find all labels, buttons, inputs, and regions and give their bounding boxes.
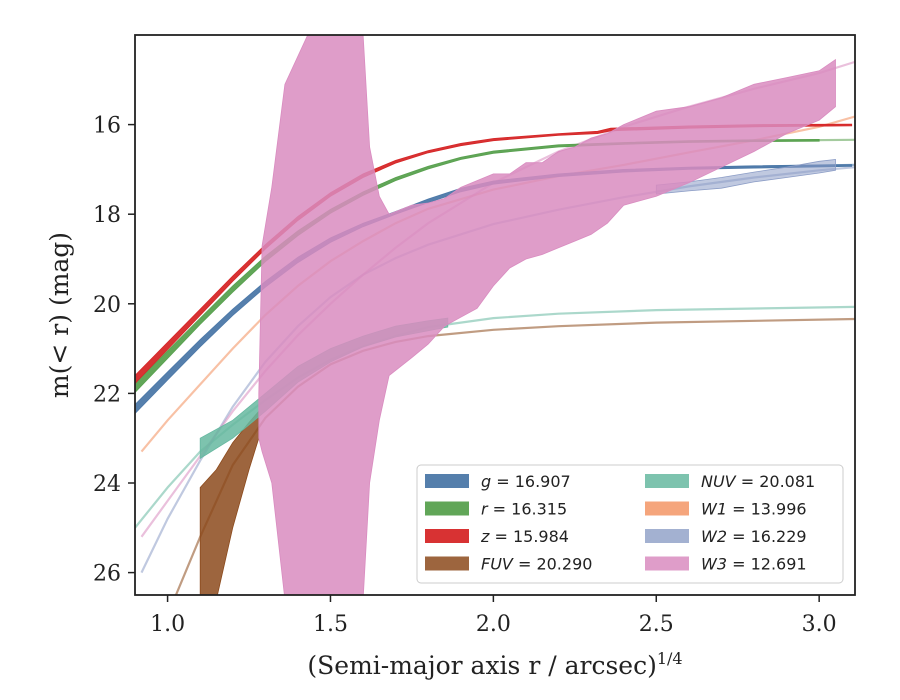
legend-swatch-w1 — [645, 501, 689, 516]
legend-swatch-w2 — [645, 529, 689, 543]
legend-label-r: r = 16.315 — [481, 500, 567, 519]
legend-label-z: z = 15.984 — [480, 527, 569, 546]
profile-bands — [135, 35, 853, 595]
x-tick-label: 3.0 — [802, 612, 837, 637]
legend-swatch-r — [425, 501, 469, 516]
legend-swatch-g — [425, 474, 469, 488]
band-w3 — [258, 35, 836, 595]
band-w2 — [655, 159, 836, 195]
y-tick-label: 24 — [93, 472, 121, 497]
y-tick-label: 26 — [93, 562, 121, 587]
y-axis-label: m(< r) (mag) — [45, 232, 74, 398]
y-axis: 16 18 20 22 24 26 — [93, 114, 135, 587]
legend-label-w2: W2 = 16.229 — [701, 527, 807, 546]
legend-label-w1: W1 = 13.996 — [701, 500, 807, 519]
x-tick-label: 1.5 — [313, 612, 348, 637]
y-tick-label: 20 — [93, 293, 121, 318]
legend-swatch-fuv — [425, 556, 469, 571]
legend-swatch-w3 — [645, 556, 689, 571]
plot-frame — [134, 34, 856, 596]
x-axis: 1.0 1.5 2.0 2.5 3.0 — [150, 595, 837, 637]
plot-area — [135, 35, 855, 595]
legend-label-nuv: NUV = 20.081 — [701, 472, 815, 491]
legend-label-w3: W3 = 12.691 — [701, 555, 807, 574]
legend-box — [416, 464, 844, 584]
x-tick-label: 2.5 — [639, 612, 674, 637]
legend-swatch-z — [425, 529, 469, 543]
x-tick-label: 2.0 — [476, 612, 511, 637]
x-tick-label: 1.0 — [150, 612, 185, 637]
legend: g = 16.907 r = 16.315 z = 15.984 FUV = 20.2… — [416, 464, 844, 584]
y-tick-label: 22 — [93, 382, 121, 407]
legend-label-fuv: FUV = 20.290 — [481, 555, 592, 574]
y-tick-label: 16 — [93, 114, 121, 139]
y-tick-label: 18 — [93, 203, 121, 228]
legend-label-g: g = 16.907 — [481, 472, 571, 491]
legend-swatch-nuv — [645, 474, 689, 488]
x-axis-label: (Semi-major axis r / arcsec)1/4 — [307, 649, 682, 680]
